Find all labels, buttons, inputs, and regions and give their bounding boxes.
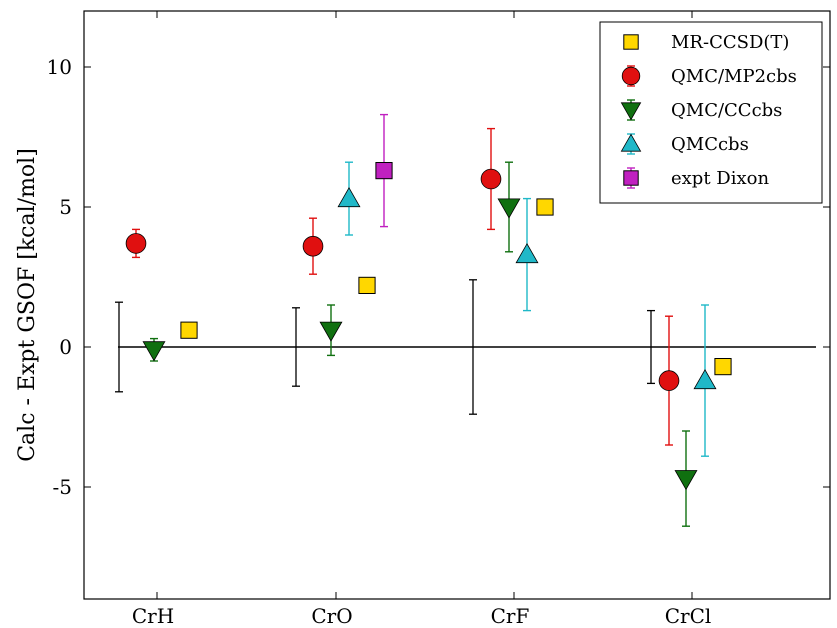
data-point bbox=[714, 358, 732, 376]
legend-marker bbox=[620, 133, 642, 152]
marker bbox=[180, 321, 198, 339]
data-point bbox=[497, 161, 521, 253]
marker bbox=[693, 368, 717, 390]
legend-entry: MR-CCSD(T) bbox=[623, 32, 789, 53]
marker bbox=[125, 233, 147, 254]
x-axis: CrH CrO CrF CrCl bbox=[132, 11, 711, 628]
legend-label: QMC/MP2cbs bbox=[671, 66, 797, 87]
marker bbox=[536, 198, 554, 216]
marker bbox=[497, 198, 521, 219]
expt-uncertainty-bar bbox=[647, 309, 655, 385]
data-point bbox=[319, 304, 343, 357]
plot-contents bbox=[115, 113, 816, 527]
data-point bbox=[337, 161, 361, 236]
data-point bbox=[674, 430, 698, 527]
marker bbox=[658, 370, 680, 391]
legend-label: expt Dixon bbox=[671, 168, 769, 189]
expt-uncertainty-bar bbox=[469, 279, 477, 415]
series-qmc-mp2cbs bbox=[125, 127, 680, 446]
legend-marker bbox=[623, 34, 639, 50]
legend-label: QMCcbs bbox=[671, 134, 749, 155]
x-tick-label: CrO bbox=[311, 604, 352, 628]
plot-area bbox=[83, 10, 831, 600]
legend-marker bbox=[621, 66, 641, 86]
legend: MR-CCSD(T) QMC/MP2cbs QMC/CCcbs QMCcbs expt … bbox=[599, 21, 823, 204]
marker bbox=[302, 235, 324, 257]
series-expt-dixon bbox=[375, 113, 393, 228]
data-point bbox=[480, 127, 502, 231]
y-axis: 10 5 0 -5 bbox=[47, 55, 830, 499]
marker bbox=[674, 470, 698, 491]
marker bbox=[375, 162, 393, 180]
data-point bbox=[515, 197, 539, 312]
marker bbox=[714, 358, 732, 376]
expt-uncertainty-bar bbox=[292, 307, 300, 387]
y-tick-label: 0 bbox=[59, 335, 72, 359]
data-point bbox=[536, 198, 554, 216]
data-point bbox=[302, 217, 324, 275]
data-point bbox=[658, 315, 680, 446]
marker bbox=[337, 186, 361, 208]
x-tick-label: CrF bbox=[491, 604, 530, 628]
series-mr-ccsd-t- bbox=[180, 198, 732, 376]
legend-entry: QMC/CCcbs bbox=[620, 99, 782, 121]
data-point bbox=[180, 321, 198, 339]
marker bbox=[142, 341, 166, 362]
legend-label: MR-CCSD(T) bbox=[671, 32, 789, 53]
data-point bbox=[358, 276, 376, 294]
data-point bbox=[125, 228, 147, 259]
marker bbox=[515, 242, 539, 264]
y-tick-label: -5 bbox=[53, 475, 72, 499]
legend-entry: QMCcbs bbox=[620, 133, 749, 155]
axes-frame bbox=[83, 10, 831, 600]
expt-uncertainty-bar bbox=[115, 301, 123, 393]
legend-entry: expt Dixon bbox=[623, 167, 769, 189]
marker bbox=[480, 168, 502, 190]
legend-marker bbox=[620, 102, 642, 121]
series-qmc-cccbs bbox=[142, 161, 698, 527]
marker bbox=[319, 321, 343, 342]
legend-entry: QMC/MP2cbs bbox=[621, 65, 797, 87]
data-point bbox=[693, 304, 717, 457]
data-point bbox=[375, 113, 393, 228]
legend-label: QMC/CCcbs bbox=[671, 100, 782, 121]
series-qmccbs bbox=[337, 161, 717, 457]
x-tick-label: CrH bbox=[132, 604, 174, 628]
y-tick-label: 5 bbox=[59, 195, 72, 219]
marker bbox=[358, 276, 376, 294]
y-axis-title: Calc - Expt GSOF [kcal/mol] bbox=[15, 148, 40, 462]
x-tick-label: CrCl bbox=[665, 604, 712, 628]
y-tick-label: 10 bbox=[47, 55, 72, 79]
legend-marker bbox=[623, 170, 639, 186]
data-point bbox=[142, 337, 166, 362]
